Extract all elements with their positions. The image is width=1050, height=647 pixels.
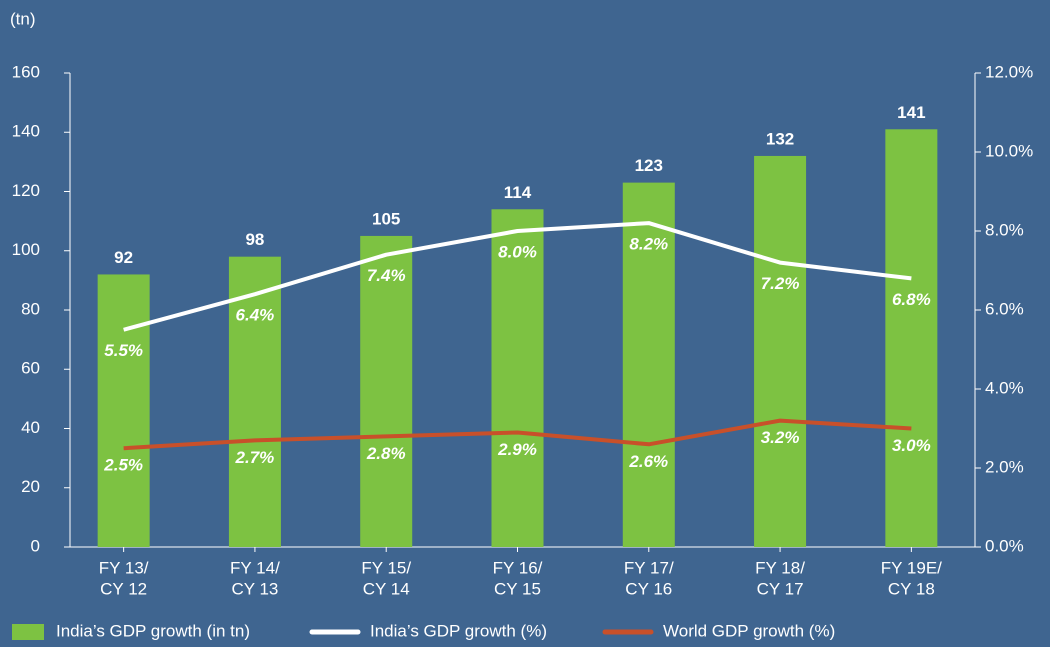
point-label: 6.8% — [892, 290, 931, 309]
legend-label: India’s GDP growth (in tn) — [56, 621, 250, 640]
point-label: 3.2% — [761, 428, 800, 447]
x-tick-label: FY 13/ — [99, 558, 149, 577]
bar — [360, 235, 413, 547]
y-tick-label: 0 — [31, 536, 40, 555]
y-axis-label: (tn) — [10, 9, 36, 28]
line — [123, 221, 912, 332]
x-tick-label: CY 18 — [888, 579, 935, 598]
x-tick-label: FY 18/ — [755, 558, 805, 577]
bar-value-label: 123 — [635, 156, 663, 175]
point-label: 2.8% — [366, 444, 406, 463]
y-tick-label: 140 — [12, 122, 40, 141]
bar — [754, 155, 807, 547]
point-label: 7.2% — [761, 274, 800, 293]
point-label: 3.0% — [892, 436, 931, 455]
bar-value-label: 132 — [766, 129, 794, 148]
bar — [885, 129, 938, 547]
x-tick-label: FY 14/ — [230, 558, 280, 577]
y2-tick-label: 2.0% — [985, 457, 1024, 476]
y2-tick-label: 8.0% — [985, 220, 1024, 239]
x-tick-label: CY 13 — [231, 579, 278, 598]
y2-tick-label: 0.0% — [985, 536, 1024, 555]
point-label: 2.9% — [497, 440, 537, 459]
y2-tick-label: 12.0% — [985, 62, 1033, 81]
y-tick-label: 160 — [12, 62, 40, 81]
legend-swatch — [12, 624, 44, 640]
bar-value-label: 141 — [897, 103, 925, 122]
point-label: 2.5% — [103, 456, 143, 475]
y-tick-label: 120 — [12, 181, 40, 200]
y2-tick-label: 6.0% — [985, 299, 1024, 318]
point-label: 5.5% — [104, 341, 143, 360]
y-tick-label: 60 — [21, 359, 40, 378]
bar-value-label: 105 — [372, 209, 400, 228]
x-tick-label: CY 12 — [100, 579, 147, 598]
y-tick-label: 80 — [21, 299, 40, 318]
x-tick-label: FY 16/ — [493, 558, 543, 577]
bar-value-label: 114 — [504, 183, 532, 202]
x-tick-label: FY 17/ — [624, 558, 674, 577]
x-tick-label: CY 17 — [757, 579, 804, 598]
y2-tick-label: 10.0% — [985, 141, 1033, 160]
point-label: 7.4% — [367, 266, 406, 285]
point-label: 2.6% — [628, 452, 668, 471]
x-tick-label: CY 15 — [494, 579, 541, 598]
x-tick-label: FY 19E/ — [881, 558, 942, 577]
x-tick-label: CY 14 — [363, 579, 410, 598]
y-tick-label: 20 — [21, 477, 40, 496]
legend-label: World GDP growth (%) — [663, 621, 835, 640]
line — [123, 418, 912, 451]
y-tick-label: 40 — [21, 418, 40, 437]
bar-value-label: 92 — [114, 248, 133, 267]
x-tick-label: CY 16 — [625, 579, 672, 598]
y2-tick-label: 4.0% — [985, 378, 1024, 397]
bar-value-label: 98 — [245, 230, 264, 249]
bar — [491, 209, 544, 547]
point-label: 8.2% — [629, 235, 668, 254]
legend-label: India’s GDP growth (%) — [370, 621, 547, 640]
y-tick-label: 100 — [12, 240, 40, 259]
bar — [622, 182, 675, 548]
point-label: 6.4% — [236, 306, 275, 325]
x-tick-label: FY 15/ — [361, 558, 411, 577]
bar — [228, 256, 281, 547]
point-label: 8.0% — [498, 242, 537, 261]
point-label: 2.7% — [235, 448, 275, 467]
bar — [97, 274, 150, 547]
